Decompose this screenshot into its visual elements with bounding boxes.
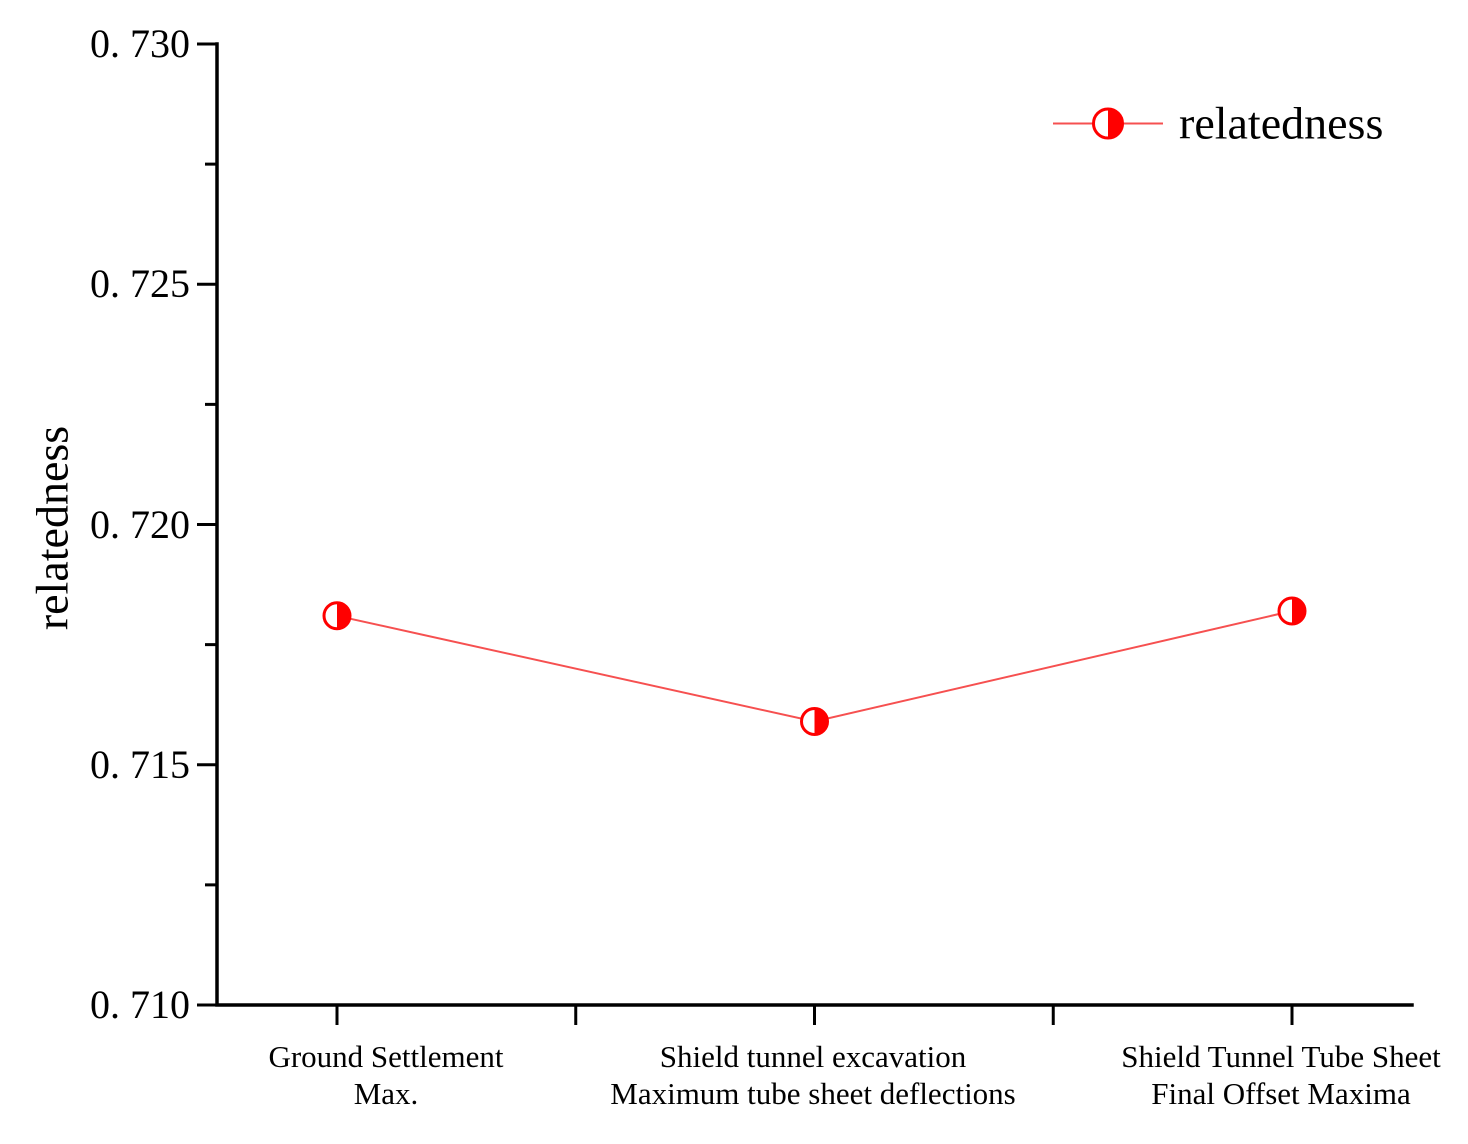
legend-label: relatedness — [1179, 97, 1384, 149]
x-category-label: Shield Tunnel Tube Sheet Final Offset Max… — [1121, 1038, 1441, 1112]
legend: relatedness — [1053, 97, 1383, 150]
y-tick-label: 0. 720 — [90, 501, 190, 547]
half-filled-circle-icon — [1092, 107, 1124, 139]
y-tick-label: 0. 710 — [90, 982, 190, 1027]
x-category-label-line: Shield tunnel excavation — [659, 1039, 967, 1074]
x-category-label-line: Shield Tunnel Tube Sheet — [1121, 1039, 1441, 1074]
x-category-label-line: Final Offset Maxima — [1151, 1076, 1411, 1111]
y-tick-label: 0. 715 — [90, 741, 190, 787]
legend-sample — [1053, 107, 1163, 139]
y-tick-label: 0. 725 — [90, 261, 190, 307]
x-category-label: Shield tunnel excavation Maximum tube she… — [610, 1038, 1015, 1112]
x-category-label-line: Maximum tube sheet deflections — [610, 1076, 1016, 1111]
y-tick-label: 0. 730 — [90, 21, 190, 66]
x-category-label: Ground Settlement Max. — [268, 1038, 503, 1112]
x-category-label-line: Max. — [353, 1076, 419, 1111]
x-category-label-line: Ground Settlement — [268, 1039, 504, 1074]
